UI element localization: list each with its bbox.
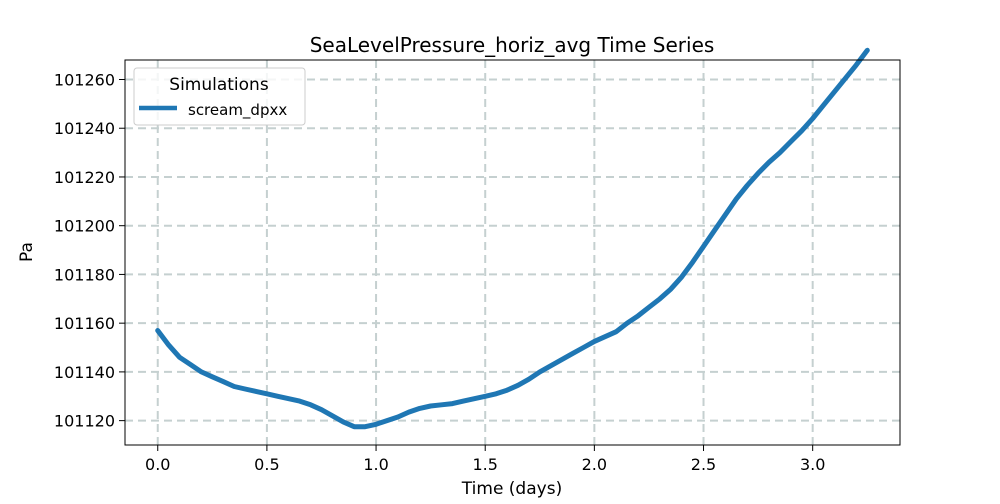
axis-ticks: 0.0 0.5 1.0 1.5 2.0 2.5 3.0 101120 101140 101160 1… [54, 70, 825, 474]
x-tick-label: 0.5 [254, 455, 279, 474]
legend-title: Simulations [169, 75, 269, 95]
y-tick-label: 101120 [54, 412, 115, 431]
x-tick-label: 3.0 [800, 455, 825, 474]
y-tick-label: 101160 [54, 314, 115, 333]
y-axis-label: Pa [17, 242, 37, 262]
legend-box [133, 67, 306, 126]
x-tick-label: 0.0 [145, 455, 170, 474]
y-tick-label: 101260 [54, 70, 115, 89]
series-lines [155, 47, 870, 430]
x-tick-label: 2.0 [582, 455, 607, 474]
y-tick-label: 101200 [54, 217, 115, 236]
y-tick-label: 101240 [54, 119, 115, 138]
series-line-scream_dpxx [155, 47, 870, 430]
legend: Simulations scream_dpxx [133, 67, 306, 126]
x-tick-label: 1.0 [363, 455, 388, 474]
legend-series-name: scream_dpxx [188, 101, 287, 120]
y-tick-label: 101220 [54, 168, 115, 187]
y-tick-label: 101180 [54, 265, 115, 284]
y-tick-label: 101140 [54, 363, 115, 382]
chart-title: SeaLevelPressure_horiz_avg Time Series [310, 33, 715, 57]
x-tick-label: 1.5 [472, 455, 497, 474]
plot-frame [124, 59, 901, 446]
x-axis-label: Time (days) [461, 479, 562, 499]
x-tick-label: 2.5 [691, 455, 716, 474]
